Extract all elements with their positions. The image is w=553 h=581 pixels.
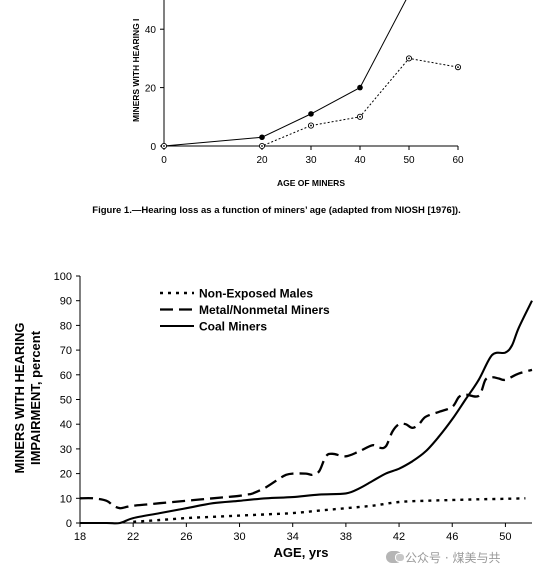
top-x-tick-label: 20	[256, 155, 268, 166]
bottom-series-metal-nonmetal-miners	[79, 368, 533, 510]
top-series-dotted	[160, 55, 462, 150]
bottom-x-tick-label: 38	[340, 531, 352, 543]
top-point-open-dot	[359, 115, 361, 118]
bottom-x-axis-title: AGE, yrs	[274, 545, 329, 560]
top-point-filled	[308, 111, 314, 117]
watermark: 公众号 · 煤美与共	[386, 549, 500, 566]
top-point-open-dot	[261, 145, 263, 147]
bottom-x-tick-label: 30	[233, 531, 245, 543]
top-x-tick-label: 30	[305, 155, 317, 166]
bottom-x-tick-label: 46	[446, 531, 458, 543]
watermark-text: 公众号 · 煤美与共	[405, 551, 501, 565]
top-x-axis-title: AGE OF MINERS	[277, 178, 345, 188]
bottom-x-tick-label: 22	[127, 531, 139, 543]
top-ticks: 0 20 30 40 50 60 0 20 40	[145, 25, 464, 166]
bottom-y-tick-label: 30	[60, 444, 72, 456]
bottom-y-tick-label: 100	[54, 271, 72, 283]
bottom-y-axis-title-line2: IMPAIRMENT, percent	[28, 330, 43, 465]
bottom-legend: Non-Exposed Males Metal/Nonmetal Miners Co…	[160, 287, 330, 334]
top-x-tick-label: 0	[161, 155, 167, 166]
top-x-tick-label: 50	[403, 155, 415, 166]
bottom-x-tick-label: 18	[74, 531, 86, 543]
figure-caption: Figure 1.—Hearing loss as a function of …	[92, 205, 461, 216]
top-point-filled	[259, 134, 265, 141]
bottom-series-non-exposed-males	[133, 497, 526, 523]
top-y-tick-label: 0	[150, 142, 156, 153]
bottom-x-tick-label: 26	[180, 531, 192, 543]
top-point-filled	[357, 84, 363, 91]
legend-label: Metal/Nonmetal Miners	[199, 303, 330, 317]
bottom-series	[79, 300, 533, 525]
bottom-y-tick-label: 20	[60, 469, 72, 481]
top-series-line	[164, 57, 459, 147]
bottom-y-tick-label: 10	[60, 493, 72, 505]
bottom-y-tick-label: 70	[60, 345, 72, 357]
bottom-y-tick-label: 60	[60, 370, 72, 382]
top-point-open-dot	[163, 145, 165, 147]
bottom-y-tick-label: 40	[60, 419, 72, 431]
legend-label: Non-Exposed Males	[199, 287, 313, 301]
chart-top: 0 20 30 40 50 60 0 20 40 AGE OF MINERS MINERS WI…	[131, 0, 464, 188]
top-y-tick-label: 40	[145, 25, 157, 36]
bottom-x-tick-label: 42	[393, 531, 405, 543]
top-point-open-dot	[408, 57, 410, 60]
bottom-y-tick-label: 80	[60, 320, 72, 332]
bottom-y-axis-title-line1: MINERS WITH HEARING	[12, 323, 27, 474]
bottom-y-tick-label: 0	[66, 518, 72, 530]
top-y-axis-title: MINERS WITH HEARING I	[131, 19, 141, 122]
top-point-open-dot	[457, 66, 459, 69]
bottom-x-tick-label: 34	[287, 531, 299, 543]
bottom-y-tick-label: 50	[60, 395, 72, 407]
top-x-tick-label: 60	[452, 155, 464, 166]
top-series	[160, 0, 462, 150]
bottom-y-tick-label: 90	[60, 296, 72, 308]
bottom-series-coal-miners	[79, 300, 533, 525]
top-y-tick-label: 20	[145, 84, 157, 95]
bottom-ticks: 18 22 26 30 34 38 42 46 50 0 10 20 30 40 50 60 70 80 90 100	[54, 271, 512, 543]
top-x-tick-label: 40	[354, 155, 366, 166]
top-point-open-dot	[310, 124, 312, 127]
bottom-x-tick-label: 50	[499, 531, 511, 543]
wechat-icon	[386, 551, 405, 563]
legend-label: Coal Miners	[199, 320, 267, 334]
bottom-y-axis-title-group: MINERS WITH HEARING IMPAIRMENT, percent	[12, 323, 43, 474]
